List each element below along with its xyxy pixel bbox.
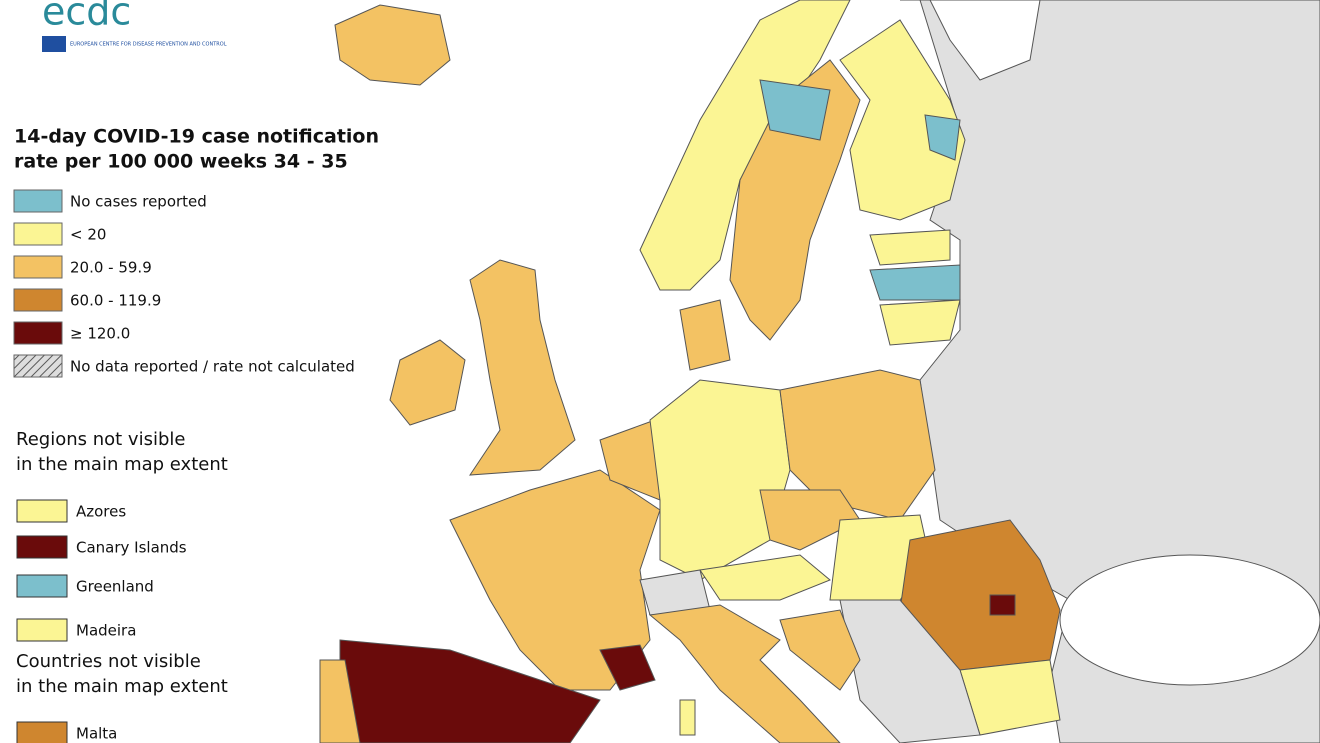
legend-label: < 20 [70, 226, 106, 244]
map [319, 0, 1320, 743]
logo: ecdc [42, 0, 131, 34]
legend-swatch [13, 288, 63, 312]
countries-title: Countries not visible [16, 651, 201, 672]
legend-label: 60.0 - 119.9 [70, 292, 161, 310]
ireland [389, 339, 466, 426]
iceland [334, 4, 451, 86]
estonia [869, 229, 951, 266]
legend-title: 14-day COVID-19 case notification [14, 126, 379, 148]
legend-label: 20.0 - 59.9 [70, 259, 152, 277]
eu-flag [42, 36, 66, 52]
white-sea [929, 0, 1041, 81]
lithuania [879, 299, 961, 346]
portugal [319, 659, 361, 743]
organisation: EUROPEAN CENTRE FOR DISEASE PREVENTION A… [70, 42, 227, 48]
regions-title: Regions not visible [16, 429, 185, 450]
country-swatch [16, 721, 68, 743]
france-dark [599, 644, 656, 691]
legend-title: rate per 100 000 weeks 34 - 35 [14, 151, 348, 173]
region-swatch [16, 574, 68, 598]
italy [648, 604, 841, 743]
region-label: Madeira [76, 622, 136, 640]
region-swatch [16, 618, 68, 642]
region-swatch [16, 535, 68, 559]
romania-dark [989, 594, 1016, 616]
balkans [839, 599, 981, 743]
finland-blue [924, 114, 961, 161]
legend-label: No cases reported [70, 193, 207, 211]
legend-swatch [13, 255, 63, 279]
legend-swatch [13, 189, 63, 213]
finland [839, 19, 966, 221]
sweden [729, 59, 861, 341]
legend-label: ≥ 120.0 [70, 325, 130, 343]
country-label: Malta [76, 725, 117, 743]
latvia [869, 264, 961, 301]
spain [339, 639, 601, 743]
legend-swatch [13, 222, 63, 246]
czechia [759, 489, 861, 551]
germany [649, 379, 791, 581]
denmark [679, 299, 731, 371]
region-swatch [16, 499, 68, 523]
regions-title: in the main map extent [16, 454, 228, 475]
uk [469, 259, 576, 476]
legend-label: No data reported / rate not calculated [70, 358, 355, 376]
sweden-blue [759, 79, 831, 141]
region-label: Azores [76, 503, 126, 521]
sardinia [679, 699, 696, 736]
legend: 14-day COVID-19 case notification rate pe… [13, 126, 379, 743]
legend-swatch [13, 321, 63, 345]
region-label: Greenland [76, 578, 154, 596]
austria [699, 554, 831, 601]
croatia [779, 609, 861, 691]
poland [779, 369, 936, 521]
black-sea [1059, 554, 1320, 686]
legend-swatch [13, 354, 63, 378]
countries-title: in the main map extent [16, 676, 228, 697]
region-label: Canary Islands [76, 539, 187, 557]
